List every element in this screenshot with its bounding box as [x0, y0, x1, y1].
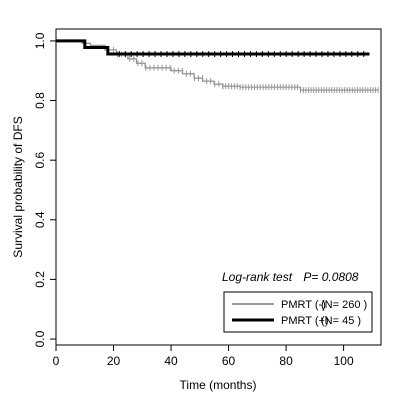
- y-axis-label: Survival probability of DFS: [11, 116, 25, 257]
- legend-label-pmrt-pos: PMRT (+): [281, 315, 329, 327]
- legend-n-pmrt-pos: (N= 45 ): [321, 315, 361, 327]
- y-tick-label: 0.6: [33, 152, 47, 169]
- legend-box: [223, 291, 373, 333]
- x-tick-label: 60: [222, 354, 236, 368]
- legend-label-pmrt-neg: PMRT (-): [281, 299, 326, 311]
- series-line-pmrt-pos: [56, 39, 370, 56]
- legend: PMRT (-) (N= 260 ) PMRT (+) (N= 45 ): [223, 291, 373, 333]
- plot-frame: [55, 28, 382, 346]
- logrank-annotation: Log-rank test P= 0.0808: [222, 270, 359, 284]
- legend-n-pmrt-neg: (N= 260 ): [321, 299, 367, 311]
- x-tick-label: 80: [279, 354, 293, 368]
- x-tick-label: 40: [164, 354, 178, 368]
- y-tick-label: 0.0: [33, 330, 47, 347]
- x-tick-label: 20: [107, 354, 121, 368]
- curves-layer: [56, 39, 379, 94]
- ticks-layer: 0 20 40 60 80 100 0.0 0.2 0.4 0.6 0.8 1.0: [33, 32, 354, 368]
- logrank-prefix: Log-rank test: [222, 270, 293, 284]
- x-tick-label: 100: [334, 354, 354, 368]
- x-axis-label: Time (months): [180, 378, 257, 392]
- x-tick-label: 0: [53, 354, 60, 368]
- logrank-p-value: P= 0.0808: [303, 270, 358, 284]
- y-tick-label: 1.0: [33, 32, 47, 49]
- y-tick-label: 0.4: [33, 211, 47, 228]
- y-tick-label: 0.8: [33, 92, 47, 109]
- y-tick-label: 0.2: [33, 271, 47, 288]
